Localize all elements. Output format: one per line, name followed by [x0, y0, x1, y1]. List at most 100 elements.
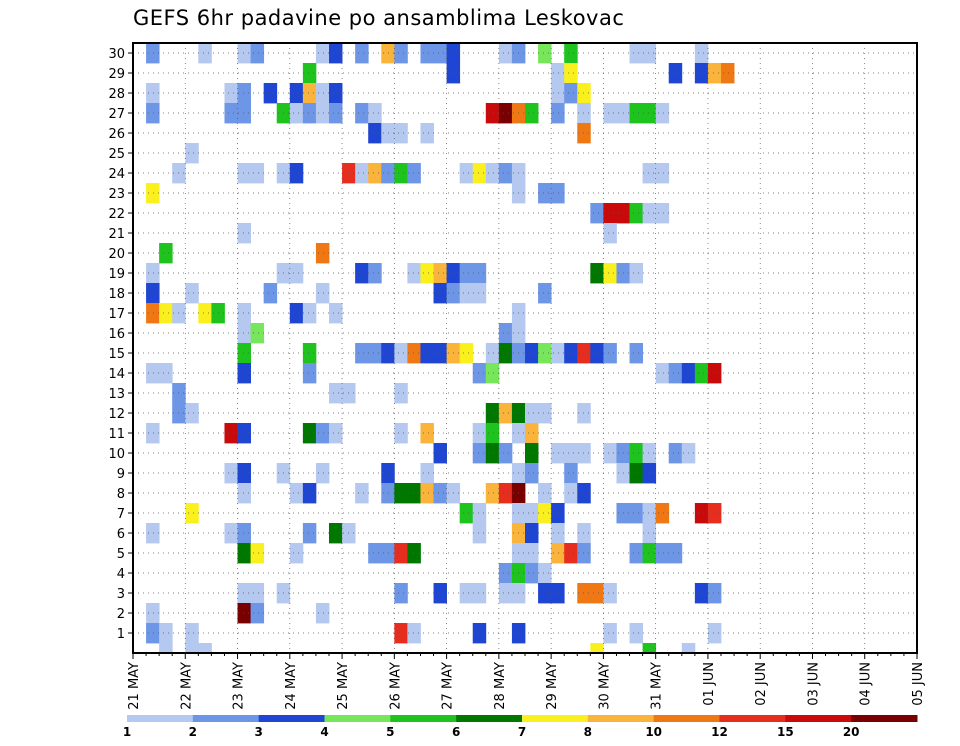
heatmap-cell [185, 403, 199, 424]
heatmap-cell [459, 263, 474, 284]
heatmap-cell [289, 163, 304, 184]
heatmap-cell [146, 283, 160, 304]
heatmap-cell [237, 323, 251, 344]
heatmap-cell [355, 163, 369, 184]
heatmap-cell [394, 43, 408, 64]
heatmap-cell [315, 243, 330, 264]
y-tick-label: 6 [117, 527, 125, 542]
heatmap-cell [315, 43, 330, 64]
heatmap-cell [329, 103, 343, 124]
heatmap-cell [485, 483, 500, 504]
heatmap-cell [302, 303, 317, 324]
colorbar-swatch [653, 715, 720, 722]
colorbar-label: 8 [584, 725, 592, 739]
heatmap-cell [577, 443, 591, 464]
y-tick-label: 1 [117, 627, 125, 642]
heatmap-cell [146, 303, 160, 324]
heatmap-cell [329, 423, 343, 444]
heatmap-cell [551, 183, 565, 204]
colorbar-label: 5 [386, 725, 394, 739]
heatmap-cell [655, 543, 670, 564]
heatmap-cell [564, 63, 578, 84]
heatmap-cell [498, 323, 513, 344]
heatmap-cell [355, 263, 369, 284]
heatmap-cell [394, 483, 408, 504]
heatmap-cell [250, 543, 265, 564]
heatmap-cell [590, 203, 604, 224]
heatmap-cell [564, 463, 578, 484]
heatmap-cell [485, 103, 500, 124]
x-tick-label: 02 JUN [754, 662, 769, 706]
heatmap-cell [146, 423, 160, 444]
heatmap-cell [668, 63, 683, 84]
heatmap-cell [538, 343, 552, 364]
heatmap-cell [394, 383, 408, 404]
heatmap-cell [472, 283, 487, 304]
heatmap-cell [237, 543, 251, 564]
heatmap-cell [224, 463, 238, 484]
heatmap-cell [525, 103, 539, 124]
heatmap-cell [498, 483, 513, 504]
heatmap-cell [551, 523, 565, 544]
colorbar-swatch [192, 715, 260, 722]
heatmap-cell [485, 343, 500, 364]
y-tick-label: 17 [108, 307, 125, 322]
heatmap-cell [185, 503, 199, 524]
heatmap-cell [498, 443, 513, 464]
heatmap-cell [525, 523, 539, 544]
heatmap-cell [302, 63, 317, 84]
x-tick-label: 23 MAY [232, 662, 247, 710]
heatmap-cell [459, 583, 474, 604]
heatmap-cell [590, 343, 604, 364]
heatmap-cell [707, 623, 722, 644]
heatmap-cell [721, 63, 735, 84]
heatmap-cell [629, 343, 643, 364]
chart-title: GEFS 6hr padavine po ansamblima Leskovac [133, 6, 625, 30]
heatmap-cell [642, 463, 657, 484]
heatmap-cell [420, 43, 434, 64]
heatmap-cell [302, 363, 317, 384]
heatmap-cell [707, 63, 722, 84]
heatmap-cell [159, 363, 173, 384]
heatmap-cell [538, 503, 552, 524]
heatmap-cell [394, 583, 408, 604]
heatmap-cell [642, 43, 657, 64]
y-tick-label: 22 [108, 207, 125, 222]
x-tick-label: 22 MAY [179, 662, 194, 710]
colorbar-swatch [851, 715, 918, 722]
heatmap-cell [577, 403, 591, 424]
colorbar-swatch [719, 715, 786, 722]
heatmap-cell [237, 223, 251, 244]
heatmap-cell [355, 43, 369, 64]
y-ticks: 1234567891011121314151617181920212223242… [108, 47, 133, 642]
heatmap-cell [472, 583, 487, 604]
heatmap-cell [603, 623, 617, 644]
y-tick-label: 11 [108, 427, 125, 442]
heatmap-cell [498, 403, 513, 424]
heatmap-cell [289, 483, 304, 504]
heatmap-cell [315, 463, 330, 484]
heatmap-cell [433, 43, 447, 64]
heatmap-cell [538, 583, 552, 604]
heatmap-cell [433, 283, 447, 304]
heatmap-cell [420, 343, 434, 364]
heatmap-cell [159, 243, 173, 264]
y-tick-label: 5 [117, 547, 125, 562]
heatmap-cell [629, 543, 643, 564]
heatmap-cell [407, 163, 421, 184]
heatmap-cell [564, 483, 578, 504]
heatmap-cell [315, 283, 330, 304]
heatmap-cell [668, 543, 683, 564]
heatmap-cell [159, 623, 173, 644]
heatmap-cell [485, 403, 500, 424]
y-tick-label: 7 [117, 507, 125, 522]
y-tick-label: 4 [117, 567, 125, 582]
heatmap-cell [355, 343, 369, 364]
heatmap-cell [577, 523, 591, 544]
colorbar-swatch [324, 715, 391, 722]
y-tick-label: 28 [108, 87, 125, 102]
heatmap-cell [551, 63, 565, 84]
y-tick-label: 24 [108, 167, 125, 182]
heatmap-cell [603, 203, 617, 224]
